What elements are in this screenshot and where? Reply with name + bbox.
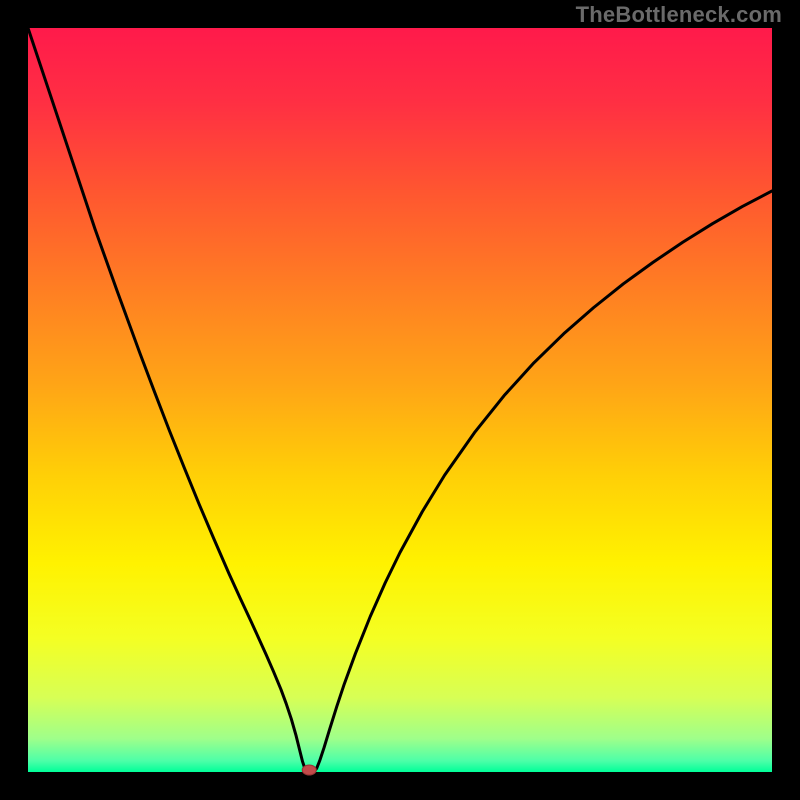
curve-minimum-marker <box>302 765 316 775</box>
plot-background <box>28 28 772 772</box>
chart-container: TheBottleneck.com <box>0 0 800 800</box>
watermark-text: TheBottleneck.com <box>576 2 782 28</box>
chart-svg <box>0 0 800 800</box>
